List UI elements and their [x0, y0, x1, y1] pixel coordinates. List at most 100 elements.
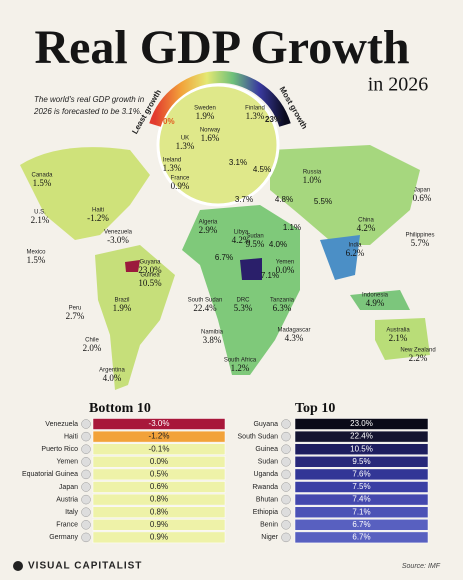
country-value: -3.0%: [107, 235, 129, 245]
country-value: 22.4%: [193, 303, 217, 313]
flag: [81, 431, 91, 442]
country-name: Yemen: [276, 260, 294, 266]
flag: [81, 532, 91, 543]
flag: [81, 482, 91, 492]
country-name: Chile: [85, 338, 99, 344]
table-country: Guyana: [253, 421, 278, 428]
country-name: Venezuela: [104, 230, 133, 236]
country-name: Sudan: [246, 234, 263, 240]
country-value: 1.3%: [163, 163, 182, 173]
country-name: India: [348, 243, 362, 249]
table-bar: [92, 493, 226, 506]
country-value: 6.3%: [273, 303, 292, 313]
country-value: 2.7%: [66, 311, 85, 321]
country-name: Russia: [303, 170, 322, 176]
country-value: 5.7%: [411, 238, 430, 248]
map-value: 3.7%: [235, 195, 253, 204]
table-country: Italy: [65, 509, 78, 516]
country-value: 2.0%: [83, 343, 102, 353]
legend-low-value: 0%: [163, 117, 175, 126]
country-value: 1.9%: [113, 303, 132, 313]
flag: [81, 444, 91, 454]
map-value: 4.0%: [269, 240, 287, 249]
table-country: Bhutan: [256, 496, 278, 503]
country-name: Australia: [386, 328, 410, 334]
map-value: 7.1%: [261, 271, 279, 280]
table-value: 0.9%: [150, 520, 168, 529]
country-value: 1.9%: [196, 111, 215, 121]
flag: [281, 444, 291, 454]
country-name: France: [171, 176, 190, 182]
table-country: South Sudan: [238, 433, 279, 440]
country-value: 2.2%: [409, 353, 428, 363]
country-value: 5.3%: [234, 303, 253, 313]
table-country: Austria: [56, 496, 78, 503]
table-bar: [294, 443, 429, 455]
table-country: Ethiopia: [253, 509, 278, 516]
country-value: 2.1%: [389, 333, 408, 343]
country-name: Indonesia: [362, 293, 389, 299]
country-value: 4.2%: [357, 223, 376, 233]
table-value: 7.6%: [352, 470, 370, 479]
table-value: 7.5%: [352, 482, 370, 491]
country-value: 2.1%: [31, 215, 50, 225]
map: [20, 145, 430, 390]
country-value: 4.9%: [366, 298, 385, 308]
country-name: UK: [181, 136, 189, 142]
flag: [281, 520, 291, 530]
table-bar: [92, 506, 226, 518]
table-country: Puerto Rico: [41, 446, 78, 453]
country-name: Tanzania: [270, 298, 295, 304]
table-value: 10.5%: [350, 444, 373, 453]
table-bar: [92, 468, 226, 481]
title: Real GDP Growth: [34, 21, 409, 74]
table-bar: [92, 456, 226, 468]
table-value: -1.2%: [149, 432, 170, 441]
table-bar: [294, 531, 429, 544]
top-title: Top 10: [295, 401, 335, 416]
table-bar: [92, 430, 226, 443]
country-value: 10.5%: [138, 278, 162, 288]
bottom-title: Bottom 10: [89, 401, 151, 416]
country-name: Brazil: [114, 298, 129, 304]
table-bar: [294, 456, 429, 468]
table-country: Venezuela: [45, 421, 78, 428]
table-bar: [294, 430, 429, 443]
flag: [81, 457, 91, 467]
flag: [81, 419, 91, 429]
country-value: 4.3%: [285, 333, 304, 343]
table-bar: [92, 443, 226, 455]
country-name: Guyana: [139, 260, 161, 266]
table-bar: [294, 519, 429, 531]
country-name: Ireland: [163, 158, 181, 164]
table-value: 6.7%: [352, 533, 370, 542]
legend-scale: [149, 70, 291, 127]
country-name: Argentina: [99, 368, 125, 374]
table-country: Yemen: [56, 459, 78, 466]
table-country: Equatorial Guinea: [22, 471, 78, 478]
flag: [281, 507, 291, 517]
europe-inset: [156, 83, 280, 207]
map-value: 1.1%: [283, 223, 301, 232]
table-value: -0.1%: [149, 444, 170, 453]
flag: [281, 419, 291, 429]
table-bar: [92, 418, 226, 430]
map-value: 3.1%: [229, 158, 247, 167]
table-value: 0.9%: [150, 533, 168, 542]
table-country: Uganda: [253, 471, 278, 478]
country-name: South Sudan: [188, 298, 223, 304]
table-value: 0.0%: [150, 457, 168, 466]
legend-high-value: 23%: [265, 115, 281, 124]
table-bar: [294, 506, 429, 518]
table-value: 0.8%: [150, 507, 168, 516]
table-country: Germany: [49, 534, 78, 541]
country-value: 9.5%: [246, 239, 265, 249]
flag: [81, 494, 91, 505]
table-country: Sudan: [258, 459, 278, 466]
table-bar: [92, 531, 226, 544]
country-name: New Zealand: [400, 348, 435, 354]
table-value: 23.0%: [350, 419, 373, 428]
country-value: 3.8%: [203, 335, 222, 345]
country-value: 0.6%: [413, 193, 432, 203]
